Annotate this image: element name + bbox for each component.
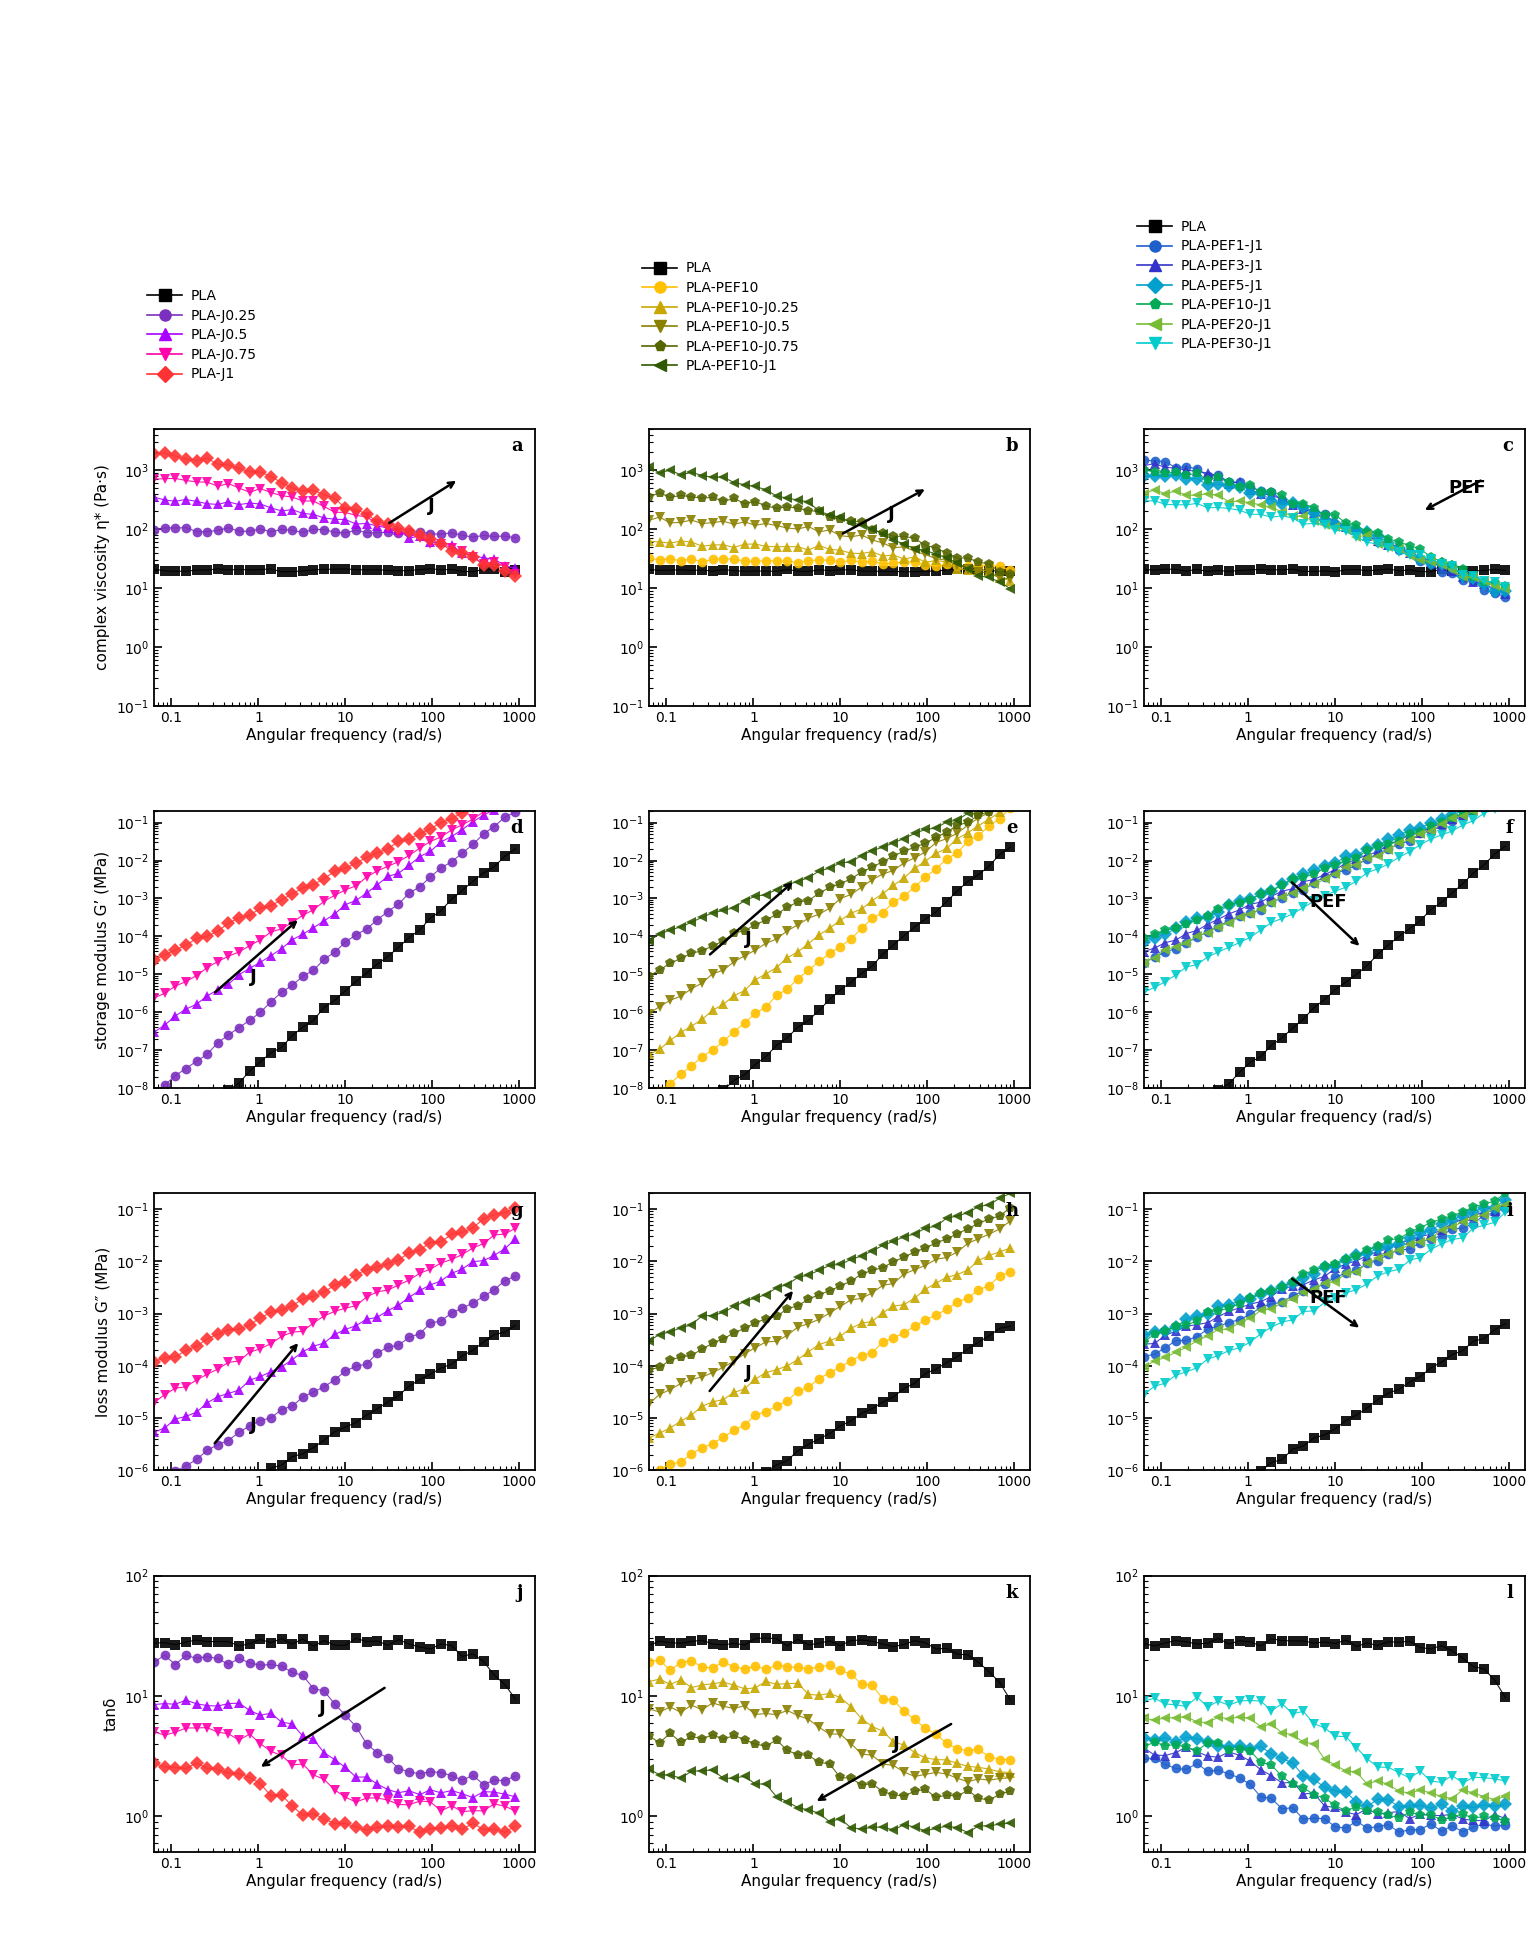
Text: b: b xyxy=(1006,437,1018,454)
Text: PEF: PEF xyxy=(1309,1289,1348,1306)
Text: J: J xyxy=(893,1736,899,1753)
X-axis label: Angular frequency (rad/s): Angular frequency (rad/s) xyxy=(1237,727,1432,743)
X-axis label: Angular frequency (rad/s): Angular frequency (rad/s) xyxy=(741,1492,938,1507)
Text: f: f xyxy=(1506,819,1514,837)
X-axis label: Angular frequency (rad/s): Angular frequency (rad/s) xyxy=(741,727,938,743)
X-axis label: Angular frequency (rad/s): Angular frequency (rad/s) xyxy=(741,1110,938,1125)
Text: J: J xyxy=(249,967,257,987)
X-axis label: Angular frequency (rad/s): Angular frequency (rad/s) xyxy=(246,1110,442,1125)
Text: i: i xyxy=(1506,1201,1514,1219)
Text: a: a xyxy=(511,437,524,454)
Text: J: J xyxy=(745,1363,752,1381)
Text: c: c xyxy=(1502,437,1514,454)
Text: g: g xyxy=(511,1201,524,1219)
Text: J: J xyxy=(249,1416,257,1433)
Text: J: J xyxy=(887,505,895,523)
Text: h: h xyxy=(1006,1201,1018,1219)
Text: PEF: PEF xyxy=(1449,480,1486,497)
Text: k: k xyxy=(1006,1583,1018,1601)
Y-axis label: tanδ: tanδ xyxy=(103,1696,119,1732)
X-axis label: Angular frequency (rad/s): Angular frequency (rad/s) xyxy=(246,727,442,743)
X-axis label: Angular frequency (rad/s): Angular frequency (rad/s) xyxy=(246,1874,442,1890)
X-axis label: Angular frequency (rad/s): Angular frequency (rad/s) xyxy=(741,1874,938,1890)
Y-axis label: loss modulus G″ (MPa): loss modulus G″ (MPa) xyxy=(95,1246,109,1418)
Y-axis label: storage modulus G’ (MPa): storage modulus G’ (MPa) xyxy=(95,850,109,1049)
Text: e: e xyxy=(1007,819,1018,837)
X-axis label: Angular frequency (rad/s): Angular frequency (rad/s) xyxy=(1237,1874,1432,1890)
Text: d: d xyxy=(511,819,524,837)
X-axis label: Angular frequency (rad/s): Angular frequency (rad/s) xyxy=(246,1492,442,1507)
Legend: PLA, PLA-PEF1-J1, PLA-PEF3-J1, PLA-PEF5-J1, PLA-PEF10-J1, PLA-PEF20-J1, PLA-PEF3: PLA, PLA-PEF1-J1, PLA-PEF3-J1, PLA-PEF5-… xyxy=(1132,214,1278,357)
Text: J: J xyxy=(745,930,752,948)
Text: J: J xyxy=(319,1698,326,1716)
X-axis label: Angular frequency (rad/s): Angular frequency (rad/s) xyxy=(1237,1110,1432,1125)
X-axis label: Angular frequency (rad/s): Angular frequency (rad/s) xyxy=(1237,1492,1432,1507)
Legend: PLA, PLA-J0.25, PLA-J0.5, PLA-J0.75, PLA-J1: PLA, PLA-J0.25, PLA-J0.5, PLA-J0.75, PLA… xyxy=(142,283,262,386)
Text: j: j xyxy=(517,1583,524,1601)
Legend: PLA, PLA-PEF10, PLA-PEF10-J0.25, PLA-PEF10-J0.5, PLA-PEF10-J0.75, PLA-PEF10-J1: PLA, PLA-PEF10, PLA-PEF10-J0.25, PLA-PEF… xyxy=(638,255,804,378)
Text: PEF: PEF xyxy=(1309,893,1348,911)
Y-axis label: complex viscosity η* (Pa·s): complex viscosity η* (Pa·s) xyxy=(95,464,111,671)
Text: l: l xyxy=(1506,1583,1514,1601)
Text: J: J xyxy=(428,497,436,515)
